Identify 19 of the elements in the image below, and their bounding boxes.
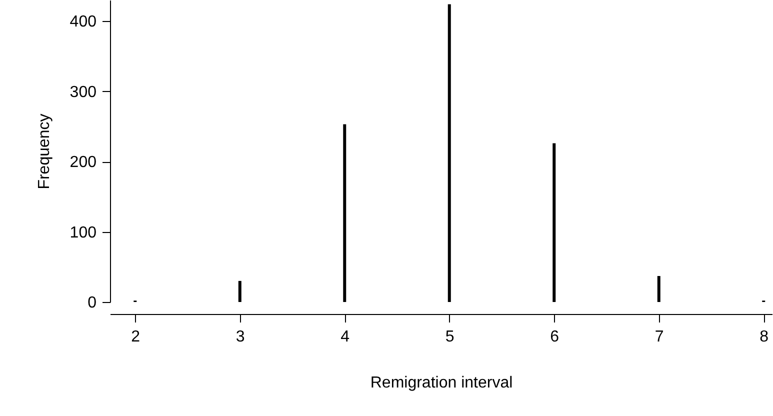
y-tick-label: 400 bbox=[70, 14, 97, 31]
x-axis-title: Remigration interval bbox=[370, 374, 513, 392]
x-tick-label: 8 bbox=[760, 328, 769, 346]
x-tick-label: 2 bbox=[131, 328, 140, 346]
y-tick-label: 300 bbox=[70, 84, 97, 101]
bar bbox=[657, 276, 660, 302]
y-axis-title: Frequency bbox=[36, 114, 53, 190]
bar bbox=[552, 143, 556, 302]
y-tick-label: 100 bbox=[70, 224, 97, 242]
x-tick-label: 7 bbox=[654, 328, 664, 346]
y-tick-label: 200 bbox=[70, 154, 97, 172]
bar bbox=[448, 4, 451, 302]
x-tick-label: 5 bbox=[445, 328, 454, 346]
y-tick-label: 0 bbox=[88, 294, 97, 312]
x-tick-label: 3 bbox=[236, 328, 245, 346]
x-tick-label: 6 bbox=[550, 328, 560, 346]
bar bbox=[238, 280, 242, 302]
x-tick-label: 4 bbox=[340, 328, 350, 346]
bar bbox=[343, 124, 346, 302]
